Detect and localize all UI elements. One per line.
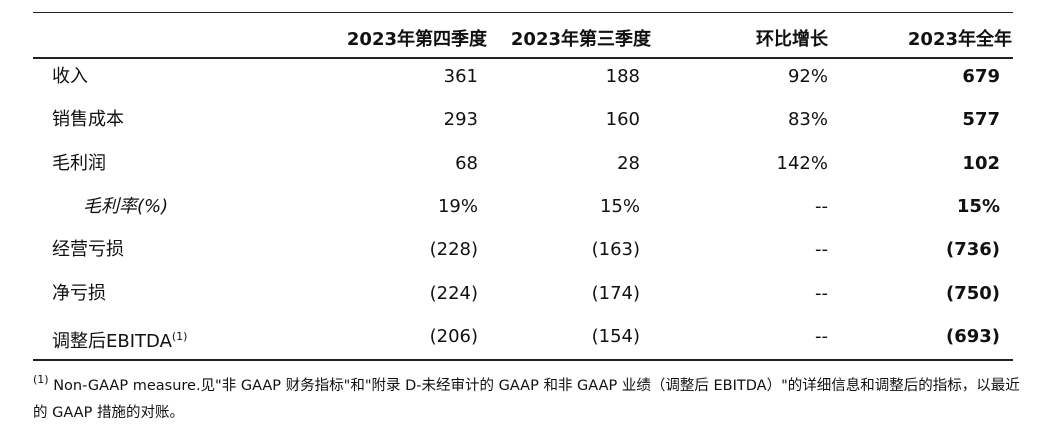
- table-cell: 679: [962, 66, 1000, 87]
- row-label: 毛利率(%): [83, 196, 168, 218]
- table-cell: 361: [443, 66, 478, 87]
- table-cell: 28: [617, 152, 640, 174]
- table-cell: 577: [962, 109, 1000, 131]
- column-header: 2023年第四季度: [346, 29, 487, 50]
- table-cell: 92%: [787, 66, 828, 87]
- table-cell: 142%: [776, 152, 828, 174]
- row-label-text: 毛利率(%): [83, 195, 169, 217]
- column-header: 2023年全年: [907, 29, 1012, 50]
- row-label-text: 收入: [52, 66, 88, 87]
- table-cell: 293: [443, 109, 478, 131]
- row-label-text: 调整后EBITDA: [52, 330, 172, 352]
- table-cell: (163): [591, 239, 640, 261]
- header-rule: [33, 57, 1013, 59]
- table-cell: 68: [455, 152, 478, 174]
- table-cell: 83%: [787, 109, 828, 131]
- row-label: 净亏损: [52, 283, 106, 305]
- table-cell: --: [815, 195, 828, 217]
- bottom-rule: [33, 359, 1013, 361]
- row-label: 收入: [52, 66, 88, 88]
- row-note: (1): [171, 329, 188, 343]
- footnote-text: Non-GAAP measure.见"非 GAAP 财务指标"和"附录 D-未经…: [33, 378, 1020, 421]
- table-cell: 160: [605, 109, 640, 131]
- row-label: 经营亏损: [52, 239, 124, 261]
- row-label: 销售成本: [52, 109, 124, 131]
- row-label-text: 净亏损: [52, 282, 106, 304]
- table-cell: (224): [429, 282, 478, 304]
- row-label: 毛利润: [52, 153, 106, 175]
- table-cell: --: [815, 325, 828, 347]
- table-cell: 19%: [437, 195, 478, 217]
- table-cell: (228): [429, 239, 478, 261]
- footnote-mark: (1): [33, 373, 49, 386]
- table-cell: --: [815, 239, 828, 261]
- table-cell: 15%: [956, 195, 1000, 217]
- table-cell: (750): [945, 282, 1000, 304]
- table-cell: (154): [591, 325, 640, 347]
- table-cell: --: [815, 282, 828, 304]
- row-label-text: 经营亏损: [52, 239, 124, 261]
- row-label: 调整后EBITDA(1): [52, 326, 187, 353]
- table-cell: (736): [945, 239, 1000, 261]
- footnote: (1) Non-GAAP measure.见"非 GAAP 财务指标"和"附录 …: [33, 366, 1033, 427]
- table-cell: 188: [605, 66, 640, 87]
- top-rule: [33, 12, 1013, 13]
- table-cell: (693): [945, 325, 1000, 347]
- column-header: 环比增长: [756, 29, 828, 50]
- table-cell: 102: [962, 152, 1000, 174]
- row-label-text: 销售成本: [52, 109, 124, 131]
- column-header: 2023年第三季度: [510, 29, 651, 50]
- row-label-text: 毛利润: [52, 152, 106, 174]
- table-cell: (206): [429, 325, 478, 347]
- table-cell: (174): [591, 282, 640, 304]
- table-cell: 15%: [599, 195, 640, 217]
